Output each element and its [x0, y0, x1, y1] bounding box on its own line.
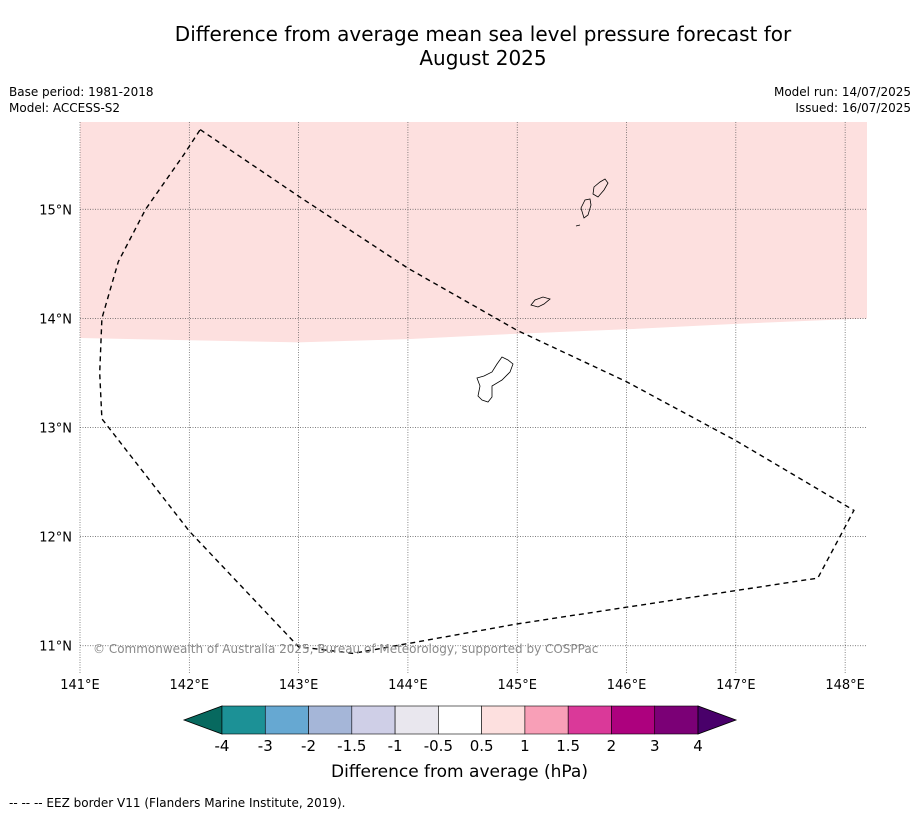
issued-date: Issued: 16/07/2025 — [795, 101, 911, 115]
colorbar-extend-max — [697, 705, 738, 735]
meta-right: Model run: 14/07/2025 Issued: 16/07/2025 — [774, 84, 911, 116]
base-period: Base period: 1981-2018 — [9, 85, 154, 99]
colorbar-bin — [481, 705, 526, 735]
eez-border — [98, 129, 855, 655]
colorbar-bin — [567, 705, 612, 735]
lon-tick-label: 142°E — [170, 678, 210, 693]
colorbar-tick-label: -4 — [215, 737, 230, 755]
island-outline — [580, 198, 592, 219]
title-line-2: August 2025 — [419, 46, 547, 70]
lon-tick-label: 143°E — [279, 678, 319, 693]
lat-tick-label: 12°N — [39, 531, 72, 546]
model-name: Model: ACCESS-S2 — [9, 101, 121, 115]
colorbar-bin — [221, 705, 266, 735]
colorbar-tick-label: -3 — [258, 737, 273, 755]
lon-tick-label: 146°E — [607, 678, 647, 693]
colorbar-bin — [438, 705, 482, 735]
colorbar-tick-label: 0.5 — [470, 737, 494, 755]
lon-tick-label: 145°E — [497, 678, 537, 693]
lon-tick-label: 141°E — [60, 678, 100, 693]
title-line-1: Difference from average mean sea level p… — [174, 22, 792, 46]
colorbar-tick-label: 4 — [693, 737, 703, 755]
colorbar-extend-min — [182, 705, 223, 735]
island-outline — [530, 296, 551, 308]
colorbar-bin — [524, 705, 569, 735]
colorbar-tick-label: 2 — [607, 737, 617, 755]
model-run: Model run: 14/07/2025 — [773, 85, 911, 99]
colorbar-bin — [394, 705, 439, 735]
meta-left: Base period: 1981-2018 Model: ACCESS-S2 — [9, 84, 154, 116]
island-outline — [575, 224, 581, 227]
copyright-text: © Commonwealth of Australia 2025, Bureau… — [93, 642, 598, 656]
lon-tick-label: 148°E — [825, 678, 865, 693]
colorbar-tick-label: 1 — [520, 737, 530, 755]
lat-tick-label: 13°N — [39, 422, 72, 437]
colorbar-tick-label: -2 — [301, 737, 316, 755]
lat-tick-label: 15°N — [39, 203, 72, 218]
colorbar-tick-label: -1 — [388, 737, 403, 755]
island-outline — [476, 356, 514, 403]
colorbar-tick-label: 3 — [650, 737, 660, 755]
lon-tick-label: 147°E — [716, 678, 756, 693]
colorbar-bin — [351, 705, 396, 735]
lat-tick-label: 14°N — [39, 312, 72, 327]
colorbar-tick-label: -1.5 — [337, 737, 366, 755]
colorbar-tick-label: -0.5 — [424, 737, 453, 755]
anomaly-region — [80, 122, 867, 343]
colorbar-bin — [654, 705, 699, 735]
chart-title: Difference from average mean sea level p… — [80, 22, 886, 70]
colorbar-label: Difference from average (hPa) — [331, 762, 588, 782]
colorbar-bin — [611, 705, 656, 735]
lat-tick-label: 11°N — [39, 640, 72, 655]
lon-tick-label: 144°E — [388, 678, 428, 693]
island-outline — [592, 178, 609, 198]
colorbar-bin — [308, 705, 353, 735]
colorbar-tick-label: 1.5 — [556, 737, 580, 755]
colorbar-bin — [264, 705, 309, 735]
footnote: -- -- -- EEZ border V11 (Flanders Marine… — [9, 796, 346, 810]
